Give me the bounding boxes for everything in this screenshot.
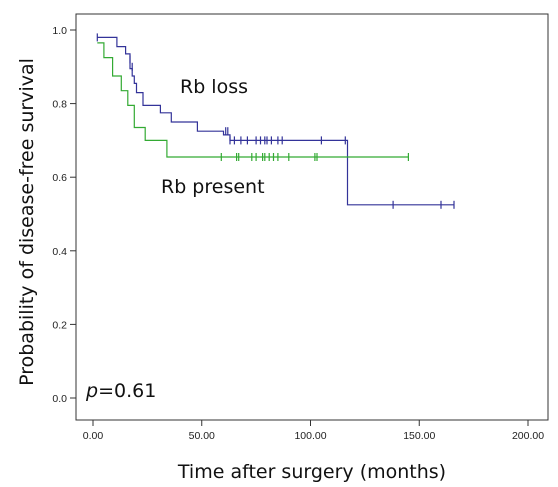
y-tick-label: 0.4	[52, 246, 67, 258]
y-tick-label: 0.6	[52, 172, 67, 184]
p-value-annotation: p=0.61	[85, 380, 156, 402]
y-tick-label: 0.0	[52, 393, 67, 405]
p-symbol: p	[85, 380, 98, 402]
y-tick-label: 0.2	[52, 319, 67, 331]
series-label-rb-present: Rb present	[161, 176, 265, 198]
survival-curve-rb-loss	[97, 36, 454, 206]
y-axis: 0.0 0.2 0.4 0.6 0.8 1.0	[52, 25, 76, 405]
series-label-rb-loss: Rb loss	[180, 76, 248, 98]
series-rb-loss	[96, 33, 455, 209]
series-layer	[96, 33, 455, 209]
y-tick-label: 0.8	[52, 99, 67, 111]
x-tick-label: 0.00	[83, 430, 104, 442]
series-rb-present	[97, 42, 409, 161]
plot-frame	[75, 13, 549, 421]
y-axis-title: Probability of disease-free survival	[16, 58, 38, 386]
x-axis-title: Time after surgery (months)	[177, 461, 446, 483]
x-tick-label: 150.00	[403, 430, 435, 442]
x-axis: 0.00 50.00 100.00 150.00 200.00	[83, 420, 544, 442]
y-tick-label: 1.0	[52, 25, 67, 37]
p-value: =0.61	[98, 380, 156, 402]
x-tick-label: 50.00	[189, 430, 215, 442]
x-tick-label: 100.00	[294, 430, 326, 442]
x-tick-label: 200.00	[512, 430, 544, 442]
survival-curve-rb-present	[97, 42, 409, 158]
